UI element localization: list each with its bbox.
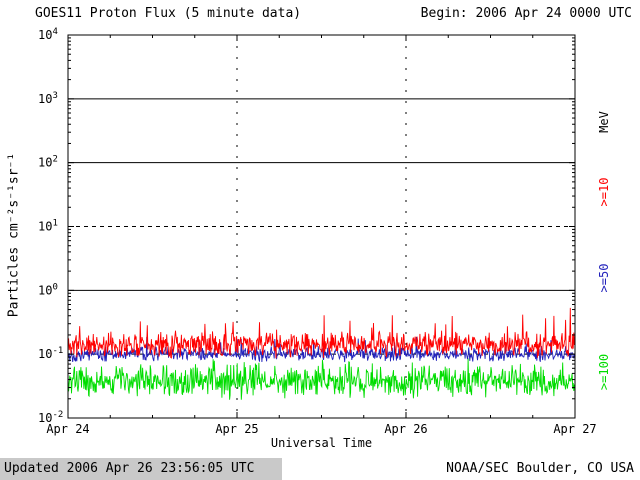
x-tick-label: Apr 26 <box>384 422 427 436</box>
y-tick-label: 103 <box>38 91 58 106</box>
x-tick-label: Apr 25 <box>215 422 258 436</box>
begin-timestamp: Begin: 2006 Apr 24 0000 UTC <box>420 6 632 21</box>
plot-frame <box>67 34 576 419</box>
x-tick-label: Apr 27 <box>553 422 596 436</box>
y-tick-label: 104 <box>38 27 58 42</box>
x-axis-label: Universal Time <box>270 436 373 450</box>
y-tick-label: 10-2 <box>38 410 63 425</box>
updated-strip: Updated 2006 Apr 26 23:56:05 UTC <box>0 458 282 480</box>
y-tick-label: 10-1 <box>38 346 63 361</box>
y-tick-label: 100 <box>38 282 58 297</box>
chart-title: GOES11 Proton Flux (5 minute data) <box>35 6 302 21</box>
updated-timestamp: Updated 2006 Apr 26 23:56:05 UTC <box>4 461 255 476</box>
y-tick-label: 102 <box>38 155 58 170</box>
x-tick-label: Apr 24 <box>46 422 89 436</box>
source-label: NOAA/SEC Boulder, CO USA <box>446 461 634 476</box>
series-line-10 <box>67 307 576 359</box>
y-tick-label: 101 <box>38 219 58 234</box>
series-line-100 <box>67 358 576 400</box>
